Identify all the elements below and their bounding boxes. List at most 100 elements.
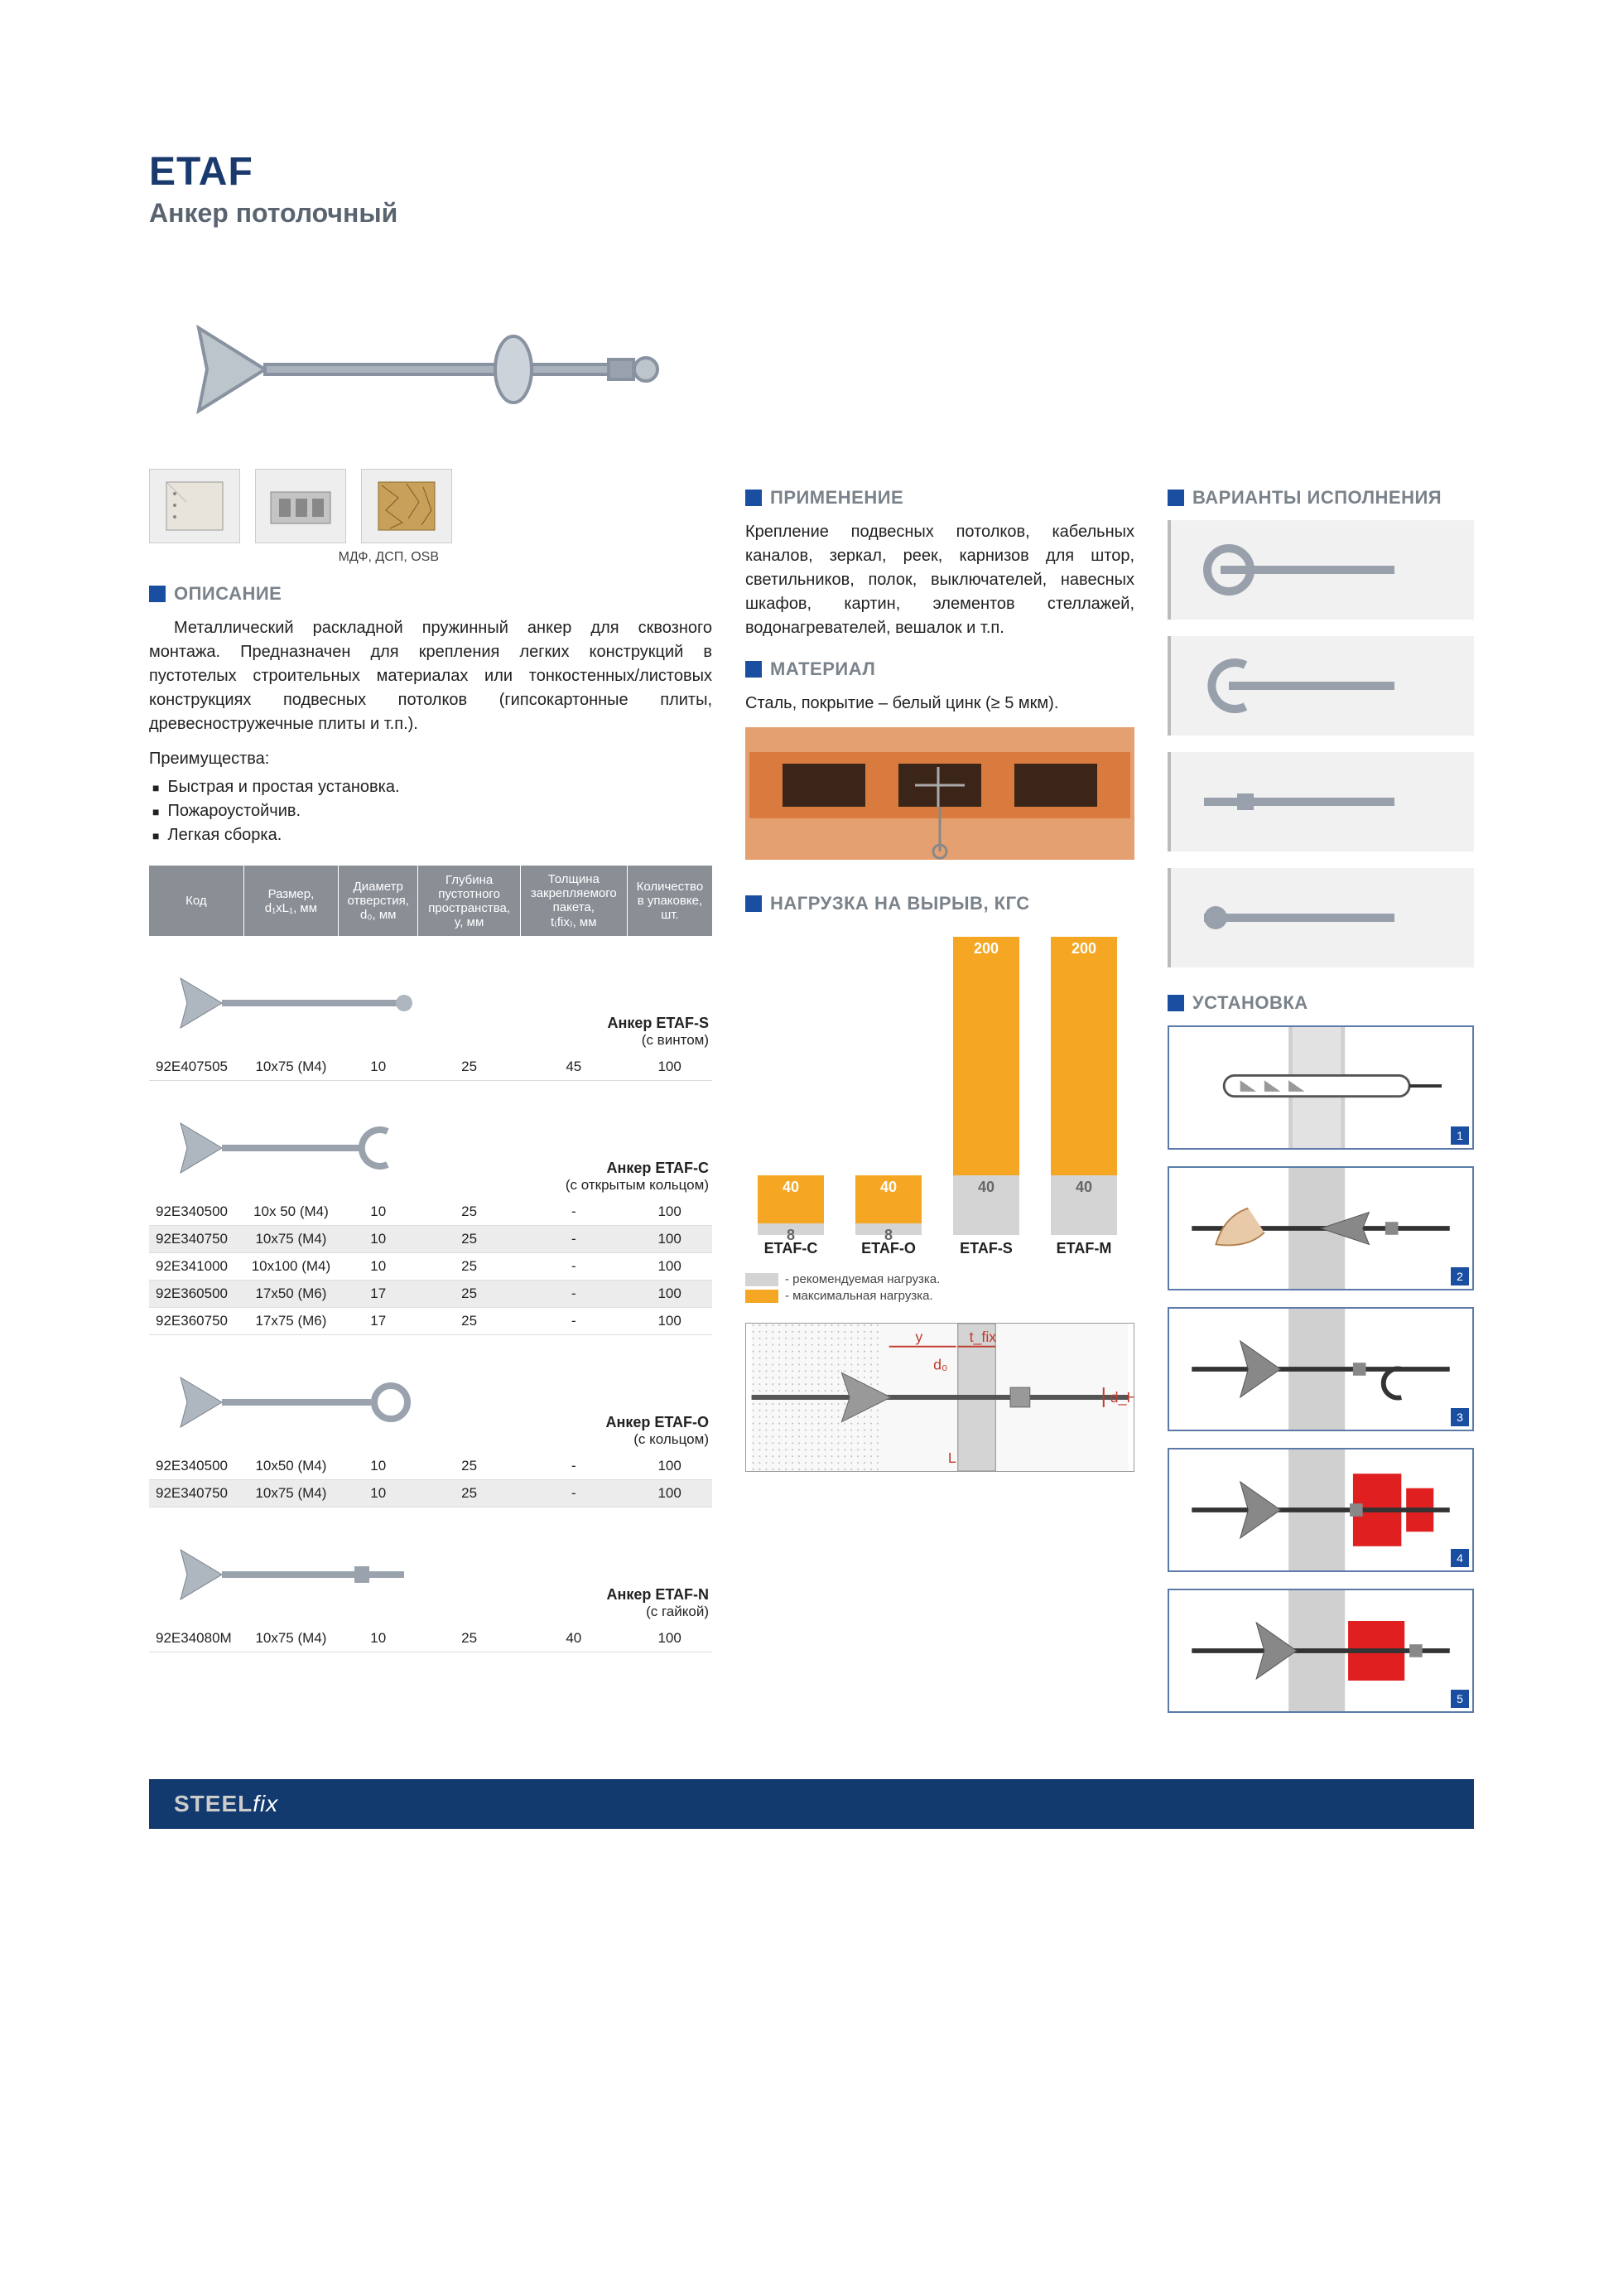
table-cell: 100 (627, 1226, 712, 1253)
table-cell: 45 (520, 1054, 627, 1081)
table-cell: 92E340500 (149, 1453, 243, 1480)
table-cell: 10x75 (M4) (243, 1480, 338, 1507)
variant-inline-image (156, 1094, 517, 1194)
material-text: Сталь, покрытие – белый цинк (≥ 5 мкм). (745, 692, 1134, 716)
table-cell: 10 (338, 1480, 417, 1507)
table-cell: 25 (418, 1308, 520, 1335)
advantage-item: Быстрая и простая установка. (152, 775, 712, 799)
table-row: 92E36050017x50 (M6)1725-100 (149, 1281, 712, 1308)
table-header: Глубинапустотногопространства,y, мм (418, 866, 520, 936)
bar-label: ETAF-S (960, 1240, 1013, 1257)
install-step: 5 (1168, 1589, 1474, 1713)
table-row: 92E34050010x 50 (M4)1025-100 (149, 1199, 712, 1226)
variant-label: Анкер ETAF-O(с кольцом) (523, 1414, 709, 1448)
install-step: 3 (1168, 1307, 1474, 1431)
table-cell: 100 (627, 1054, 712, 1081)
bar-max: 40 (758, 1175, 824, 1223)
table-cell: 100 (627, 1199, 712, 1226)
table-cell: 25 (418, 1199, 520, 1226)
material-caption: МДФ, ДСП, OSB (149, 550, 439, 565)
section-marker-icon (1168, 490, 1184, 506)
variant-inline-image (156, 1521, 517, 1620)
bar-max: 200 (1051, 937, 1117, 1175)
table-cell: 10x75 (M4) (243, 1054, 338, 1081)
table-cell: 10 (338, 1453, 417, 1480)
table-cell: - (520, 1453, 627, 1480)
install-step: 1 (1168, 1025, 1474, 1150)
section-title-material: МАТЕРИАЛ (770, 658, 875, 680)
table-cell: 10 (338, 1226, 417, 1253)
install-step-number: 2 (1451, 1267, 1469, 1285)
bar-label: ETAF-M (1057, 1240, 1112, 1257)
table-cell: 17 (338, 1281, 417, 1308)
section-marker-icon (745, 661, 762, 678)
table-cell: 100 (627, 1308, 712, 1335)
table-cell: 17x75 (M6) (243, 1308, 338, 1335)
table-row: 92E40750510x75 (M4)102545100 (149, 1054, 712, 1081)
table-cell: 92E360750 (149, 1308, 243, 1335)
legend-rec: - рекомендуемая нагрузка. (785, 1272, 940, 1286)
variant-photo (1168, 868, 1474, 967)
section-title-variants: ВАРИАНТЫ ИСПОЛНЕНИЯ (1192, 487, 1442, 509)
section-title-description: ОПИСАНИЕ (174, 583, 282, 605)
table-cell: 100 (627, 1480, 712, 1507)
section-marker-icon (745, 490, 762, 506)
table-cell: 92E34080M (149, 1625, 243, 1652)
svg-text:t_fix: t_fix (970, 1329, 997, 1346)
advantage-item: Пожароустойчив. (152, 799, 712, 823)
advantages-list: Быстрая и простая установка.Пожароустойч… (149, 775, 712, 847)
page-title: ETAF (149, 149, 1474, 195)
legend-max: - максимальная нагрузка. (785, 1289, 933, 1303)
bar-column: 840ETAF-C (754, 1175, 828, 1257)
table-cell: 92E340500 (149, 1199, 243, 1226)
section-title-application: ПРИМЕНЕНИЕ (770, 487, 903, 509)
table-row: 92E34100010x100 (M4)1025-100 (149, 1253, 712, 1281)
table-row: 92E36075017x75 (M6)1725-100 (149, 1308, 712, 1335)
material-icon (255, 469, 346, 543)
spec-table: КодРазмер,d₁xL₁, ммДиаметротверстия,d₀, … (149, 866, 712, 1652)
table-cell: 10 (338, 1625, 417, 1652)
table-cell: 40 (520, 1625, 627, 1652)
table-header: Размер,d₁xL₁, мм (243, 866, 338, 936)
table-cell: 92E340750 (149, 1480, 243, 1507)
table-cell: - (520, 1253, 627, 1281)
table-cell: 17 (338, 1308, 417, 1335)
table-cell: 10 (338, 1253, 417, 1281)
material-icon (361, 469, 452, 543)
table-row: 92E34050010x50 (M4)1025-100 (149, 1453, 712, 1480)
material-icon (149, 469, 240, 543)
table-cell: 92E341000 (149, 1253, 243, 1281)
footer-logo: STEELfix (174, 1791, 278, 1817)
description-text: Металлический раскладной пружинный анкер… (149, 616, 712, 736)
footer-bar: STEELfix (149, 1779, 1474, 1829)
section-marker-icon (745, 895, 762, 912)
footer-logo-b: fix (253, 1791, 278, 1816)
svg-text:L: L (948, 1449, 956, 1466)
bar-column: 40200ETAF-M (1047, 937, 1121, 1257)
install-step-number: 1 (1451, 1126, 1469, 1145)
table-cell: 10x75 (M4) (243, 1226, 338, 1253)
variant-label: Анкер ETAF-N(с гайкой) (523, 1586, 709, 1620)
variant-inline-image (156, 1348, 517, 1448)
bar-rec: 8 (855, 1223, 922, 1235)
table-cell: - (520, 1226, 627, 1253)
section-title-load: НАГРУЗКА НА ВЫРЫВ, КГС (770, 893, 1030, 914)
page-subtitle: Анкер потолочный (149, 198, 1474, 229)
table-header: Диаметротверстия,d₀, мм (338, 866, 417, 936)
variants-photos (1168, 520, 1474, 967)
table-cell: 25 (418, 1226, 520, 1253)
table-header: Толщиназакрепляемогопакета,t₍fix₎, мм (520, 866, 627, 936)
table-cell: 10x75 (M4) (243, 1625, 338, 1652)
table-cell: 10 (338, 1054, 417, 1081)
table-row: 92E34075010x75 (M4)1025-100 (149, 1480, 712, 1507)
variant-label: Анкер ETAF-S(с винтом) (523, 1015, 709, 1049)
table-cell: 25 (418, 1281, 520, 1308)
table-cell: - (520, 1480, 627, 1507)
table-row: 92E34080M10x75 (M4)102540100 (149, 1625, 712, 1652)
bar-max: 200 (953, 937, 1019, 1175)
table-cell: 10x 50 (M4) (243, 1199, 338, 1226)
bar-label: ETAF-O (861, 1240, 916, 1257)
install-step: 4 (1168, 1448, 1474, 1572)
hero-product-image (149, 262, 729, 461)
install-step-number: 3 (1451, 1408, 1469, 1426)
